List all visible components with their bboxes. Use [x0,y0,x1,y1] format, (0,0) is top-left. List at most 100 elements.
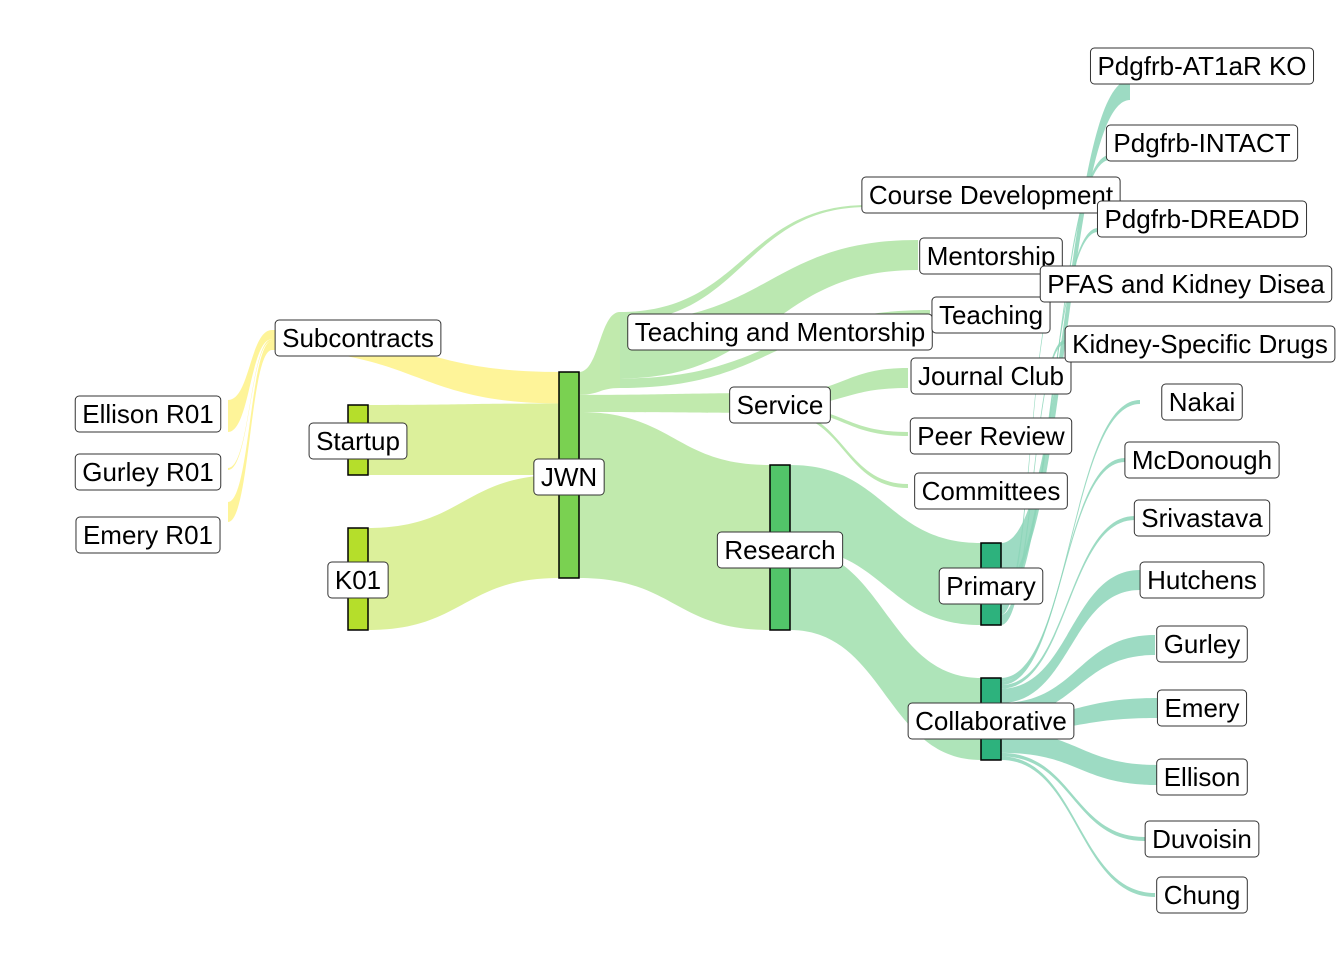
link-collaborative-to-duvoisin [1001,752,1145,841]
node-label-kidney_drugs[interactable]: Kidney-Specific Drugs [1064,325,1336,363]
node-label-text: Research [724,535,835,565]
node-label-nakai[interactable]: Nakai [1161,383,1243,421]
node-label-service[interactable]: Service [729,386,831,424]
node-label-emery[interactable]: Emery [1156,689,1248,727]
link-service-to-peer_review [780,406,908,436]
node-label-box [1144,820,1260,858]
node-label-committees[interactable]: Committees [914,472,1068,510]
node-label-text: Collaborative [915,706,1067,736]
node-label-k01[interactable]: K01 [327,561,389,599]
node-label-text: Subcontracts [282,323,434,353]
node-label-text: Pdgfrb-DREADD [1104,204,1299,234]
node-label-box [1161,383,1243,421]
node-label-text: Mentorship [927,241,1056,271]
node-label-box [1156,876,1248,914]
link-collaborative-to-chung [1001,756,1155,897]
link-startup-to-jwn [368,403,559,475]
link-emery_r01-to-subcontracts [228,340,272,522]
link-collaborative-to-nakai [1001,400,1140,682]
node-label-duvoisin[interactable]: Duvoisin [1144,820,1260,858]
link-collaborative-to-gurley [1001,635,1155,718]
node-label-box [914,472,1068,510]
node-label-text: Startup [316,426,400,456]
node-label-box [716,531,844,569]
node-label-teaching_mentorship[interactable]: Teaching and Mentorship [627,313,933,351]
node-label-box [938,567,1044,605]
link-ellison_r01-to-subcontracts [228,330,272,432]
node-label-text: McDonough [1132,445,1272,475]
node-label-text: Ellison R01 [82,399,214,429]
node-label-mcdonough[interactable]: McDonough [1124,441,1280,479]
node-label-text: Duvoisin [1152,824,1252,854]
node-label-box [1096,200,1308,238]
node-label-pdgfrb_intact[interactable]: Pdgfrb-INTACT [1105,124,1299,162]
node-label-box [907,702,1075,740]
node-label-box [1124,441,1280,479]
link-jwn-to-research [579,412,770,630]
node-label-ellison[interactable]: Ellison [1156,758,1248,796]
link-collaborative-to-ellison [1001,731,1158,785]
node-label-chung[interactable]: Chung [1156,876,1248,914]
node-label-text: JWN [541,462,597,492]
link-collaborative-to-mcdonough [1001,458,1125,686]
node-label-box [1105,124,1299,162]
node-label-text: Pdgfrb-AT1aR KO [1097,51,1306,81]
link-service-to-committees [780,409,908,488]
node-label-text: K01 [335,565,381,595]
node-label-box [1156,625,1248,663]
node-label-box [919,237,1063,275]
node-label-mentorship[interactable]: Mentorship [919,237,1063,275]
node-label-pfas[interactable]: PFAS and Kidney Disea [1039,265,1333,303]
node-labels-layer: Ellison R01 Gurley R01 Emery R01 Subcontrac… [74,47,1336,914]
node-label-hutchens[interactable]: Hutchens [1139,561,1265,599]
node-label-gurley[interactable]: Gurley [1156,625,1248,663]
node-label-text: Ellison [1164,762,1241,792]
node-label-startup[interactable]: Startup [308,422,408,460]
node-label-srivastava[interactable]: Srivastava [1133,499,1271,537]
node-label-text: Chung [1164,880,1241,910]
link-gurley_r01-to-subcontracts [228,339,272,470]
link-k01-to-jwn [368,475,559,630]
node-label-gurley_r01[interactable]: Gurley R01 [74,453,222,491]
node-label-box [729,386,831,424]
node-label-journal_club[interactable]: Journal Club [910,357,1072,395]
node-label-primary[interactable]: Primary [938,567,1044,605]
node-label-box [1064,325,1336,363]
link-research-to-primary [790,465,981,625]
node-label-research[interactable]: Research [716,531,844,569]
node-label-text: Gurley R01 [82,457,214,487]
node-label-teaching[interactable]: Teaching [931,296,1051,334]
node-label-box [74,453,222,491]
node-label-text: Service [737,390,824,420]
node-label-box [1156,758,1248,796]
node-label-box [910,357,1072,395]
node-label-pdgfrb_at1ar[interactable]: Pdgfrb-AT1aR KO [1089,47,1315,85]
node-label-course_dev[interactable]: Course Development [861,176,1121,214]
node-label-text: Pdgfrb-INTACT [1113,128,1290,158]
node-label-collaborative[interactable]: Collaborative [907,702,1075,740]
node-label-text: Teaching [939,300,1043,330]
node-label-ellison_r01[interactable]: Ellison R01 [74,395,222,433]
node-label-box [327,561,389,599]
node-label-text: Emery [1164,693,1239,723]
node-label-box [308,422,408,460]
node-label-peer_review[interactable]: Peer Review [909,417,1073,455]
node-label-pdgfrb_dreadd[interactable]: Pdgfrb-DREADD [1096,200,1308,238]
node-label-jwn[interactable]: JWN [533,458,605,496]
node-label-text: Journal Club [918,361,1064,391]
link-teaching_mentorship-to-course_dev [620,205,868,322]
node-label-text: Primary [946,571,1036,601]
node-label-box [1156,689,1248,727]
node-label-text: Hutchens [1147,565,1257,595]
node-label-box [861,176,1121,214]
node-label-text: Nakai [1169,387,1235,417]
node-label-box [909,417,1073,455]
node-label-subcontracts[interactable]: Subcontracts [274,319,442,357]
node-label-text: PFAS and Kidney Disea [1047,269,1325,299]
node-label-box [274,319,442,357]
node-label-box [1039,265,1333,303]
node-label-text: Kidney-Specific Drugs [1072,329,1328,359]
node-label-emery_r01[interactable]: Emery R01 [75,516,221,554]
node-label-box [931,296,1051,334]
node-label-box [1089,47,1315,85]
